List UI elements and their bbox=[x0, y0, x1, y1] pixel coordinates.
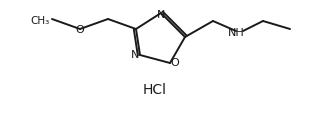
Text: NH: NH bbox=[228, 28, 244, 38]
Text: CH₃: CH₃ bbox=[31, 16, 50, 26]
Text: O: O bbox=[76, 25, 84, 35]
Text: N: N bbox=[131, 50, 139, 60]
Text: O: O bbox=[171, 57, 179, 67]
Text: N: N bbox=[157, 10, 165, 20]
Text: HCl: HCl bbox=[143, 82, 167, 96]
